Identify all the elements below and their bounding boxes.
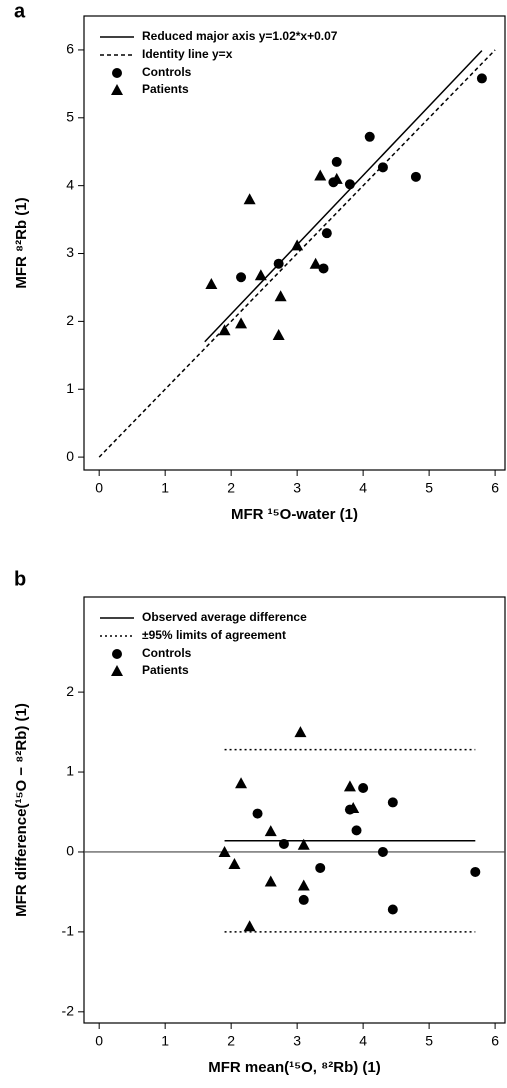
x-tick-label: 1 (161, 1033, 169, 1049)
legend-marker (111, 84, 123, 95)
data-point (205, 278, 218, 290)
data-point (254, 269, 267, 281)
x-tick-label: 3 (293, 1033, 301, 1049)
y-tick-label: 1 (66, 380, 74, 396)
x-axis-label: MFR mean(¹⁵O, ⁸²Rb) (1) (208, 1059, 380, 1076)
x-tick-label: 0 (95, 480, 103, 496)
data-point (315, 862, 326, 873)
data-point (321, 228, 332, 239)
data-point (377, 846, 388, 857)
plot-frame (83, 15, 506, 471)
legend-label: Reduced major axis y=1.02*x+0.07 (142, 29, 338, 43)
legend-marker (112, 68, 122, 78)
data-point (243, 920, 256, 932)
data-point (331, 156, 342, 167)
legend-label: Patients (142, 82, 189, 96)
legend-label: ±95% limits of agreement (142, 628, 286, 642)
data-point (273, 258, 284, 269)
x-tick-label: 2 (227, 480, 235, 496)
legend-label: Identity line y=x (142, 47, 233, 61)
y-tick-label: 2 (66, 683, 74, 699)
x-tick-label: 2 (227, 1033, 235, 1049)
data-point (330, 172, 343, 184)
x-tick-label: 4 (359, 1033, 367, 1049)
data-point (272, 328, 285, 340)
y-tick-label: 0 (66, 843, 74, 859)
fit-line (98, 49, 496, 458)
data-point (364, 131, 375, 142)
y-tick-label: -1 (62, 923, 75, 939)
y-tick-label: 1 (66, 763, 74, 779)
y-tick-label: 0 (66, 448, 74, 464)
data-point (264, 825, 277, 837)
x-tick-label: 5 (425, 1033, 433, 1049)
legend-marker (111, 665, 123, 676)
fit-line (204, 50, 483, 343)
data-point (274, 290, 287, 302)
data-point (278, 838, 289, 849)
data-point (291, 239, 304, 251)
data-point (298, 894, 309, 905)
data-point (343, 780, 356, 792)
data-point (318, 263, 329, 274)
data-point (264, 875, 277, 887)
panel-label: a (14, 0, 26, 22)
data-point (387, 904, 398, 915)
x-tick-label: 0 (95, 1033, 103, 1049)
y-tick-label: -2 (62, 1003, 75, 1019)
data-point (377, 162, 388, 173)
data-point (347, 802, 360, 814)
data-point (218, 845, 231, 857)
data-point (218, 324, 231, 336)
data-point (410, 171, 421, 182)
legend-marker (112, 649, 122, 659)
data-point (297, 838, 310, 850)
y-tick-label: 4 (66, 176, 74, 192)
x-tick-label: 4 (359, 480, 367, 496)
y-tick-label: 2 (66, 312, 74, 328)
data-point (314, 169, 327, 181)
x-axis-label: MFR ¹⁵O-water (1) (231, 506, 358, 523)
data-point (235, 317, 248, 329)
x-tick-label: 1 (161, 480, 169, 496)
data-point (351, 825, 362, 836)
data-point (294, 726, 307, 738)
data-point (387, 797, 398, 808)
legend-label: Observed average difference (142, 610, 307, 624)
legend-label: Patients (142, 663, 189, 677)
legend-label: Controls (142, 646, 192, 660)
y-axis-label: MFR difference(¹⁵O − ⁸²Rb) (1) (13, 703, 30, 917)
y-tick-label: 6 (66, 41, 74, 57)
data-point (344, 179, 355, 190)
data-point (358, 783, 369, 794)
y-tick-label: 5 (66, 108, 74, 124)
data-point (309, 257, 322, 269)
data-point (243, 193, 256, 205)
plot-frame (83, 596, 506, 1024)
y-axis-label: MFR ⁸²Rb (1) (13, 197, 30, 288)
y-tick-label: 3 (66, 244, 74, 260)
data-point (297, 879, 310, 891)
data-point (236, 272, 247, 283)
data-point (228, 857, 241, 869)
data-point (235, 777, 248, 789)
x-tick-label: 6 (491, 480, 499, 496)
x-tick-label: 3 (293, 480, 301, 496)
x-tick-label: 6 (491, 1033, 499, 1049)
x-tick-label: 5 (425, 480, 433, 496)
data-point (252, 808, 263, 819)
panel-label: b (14, 568, 26, 590)
data-point (470, 866, 481, 877)
data-point (476, 73, 487, 84)
legend-label: Controls (142, 65, 192, 79)
